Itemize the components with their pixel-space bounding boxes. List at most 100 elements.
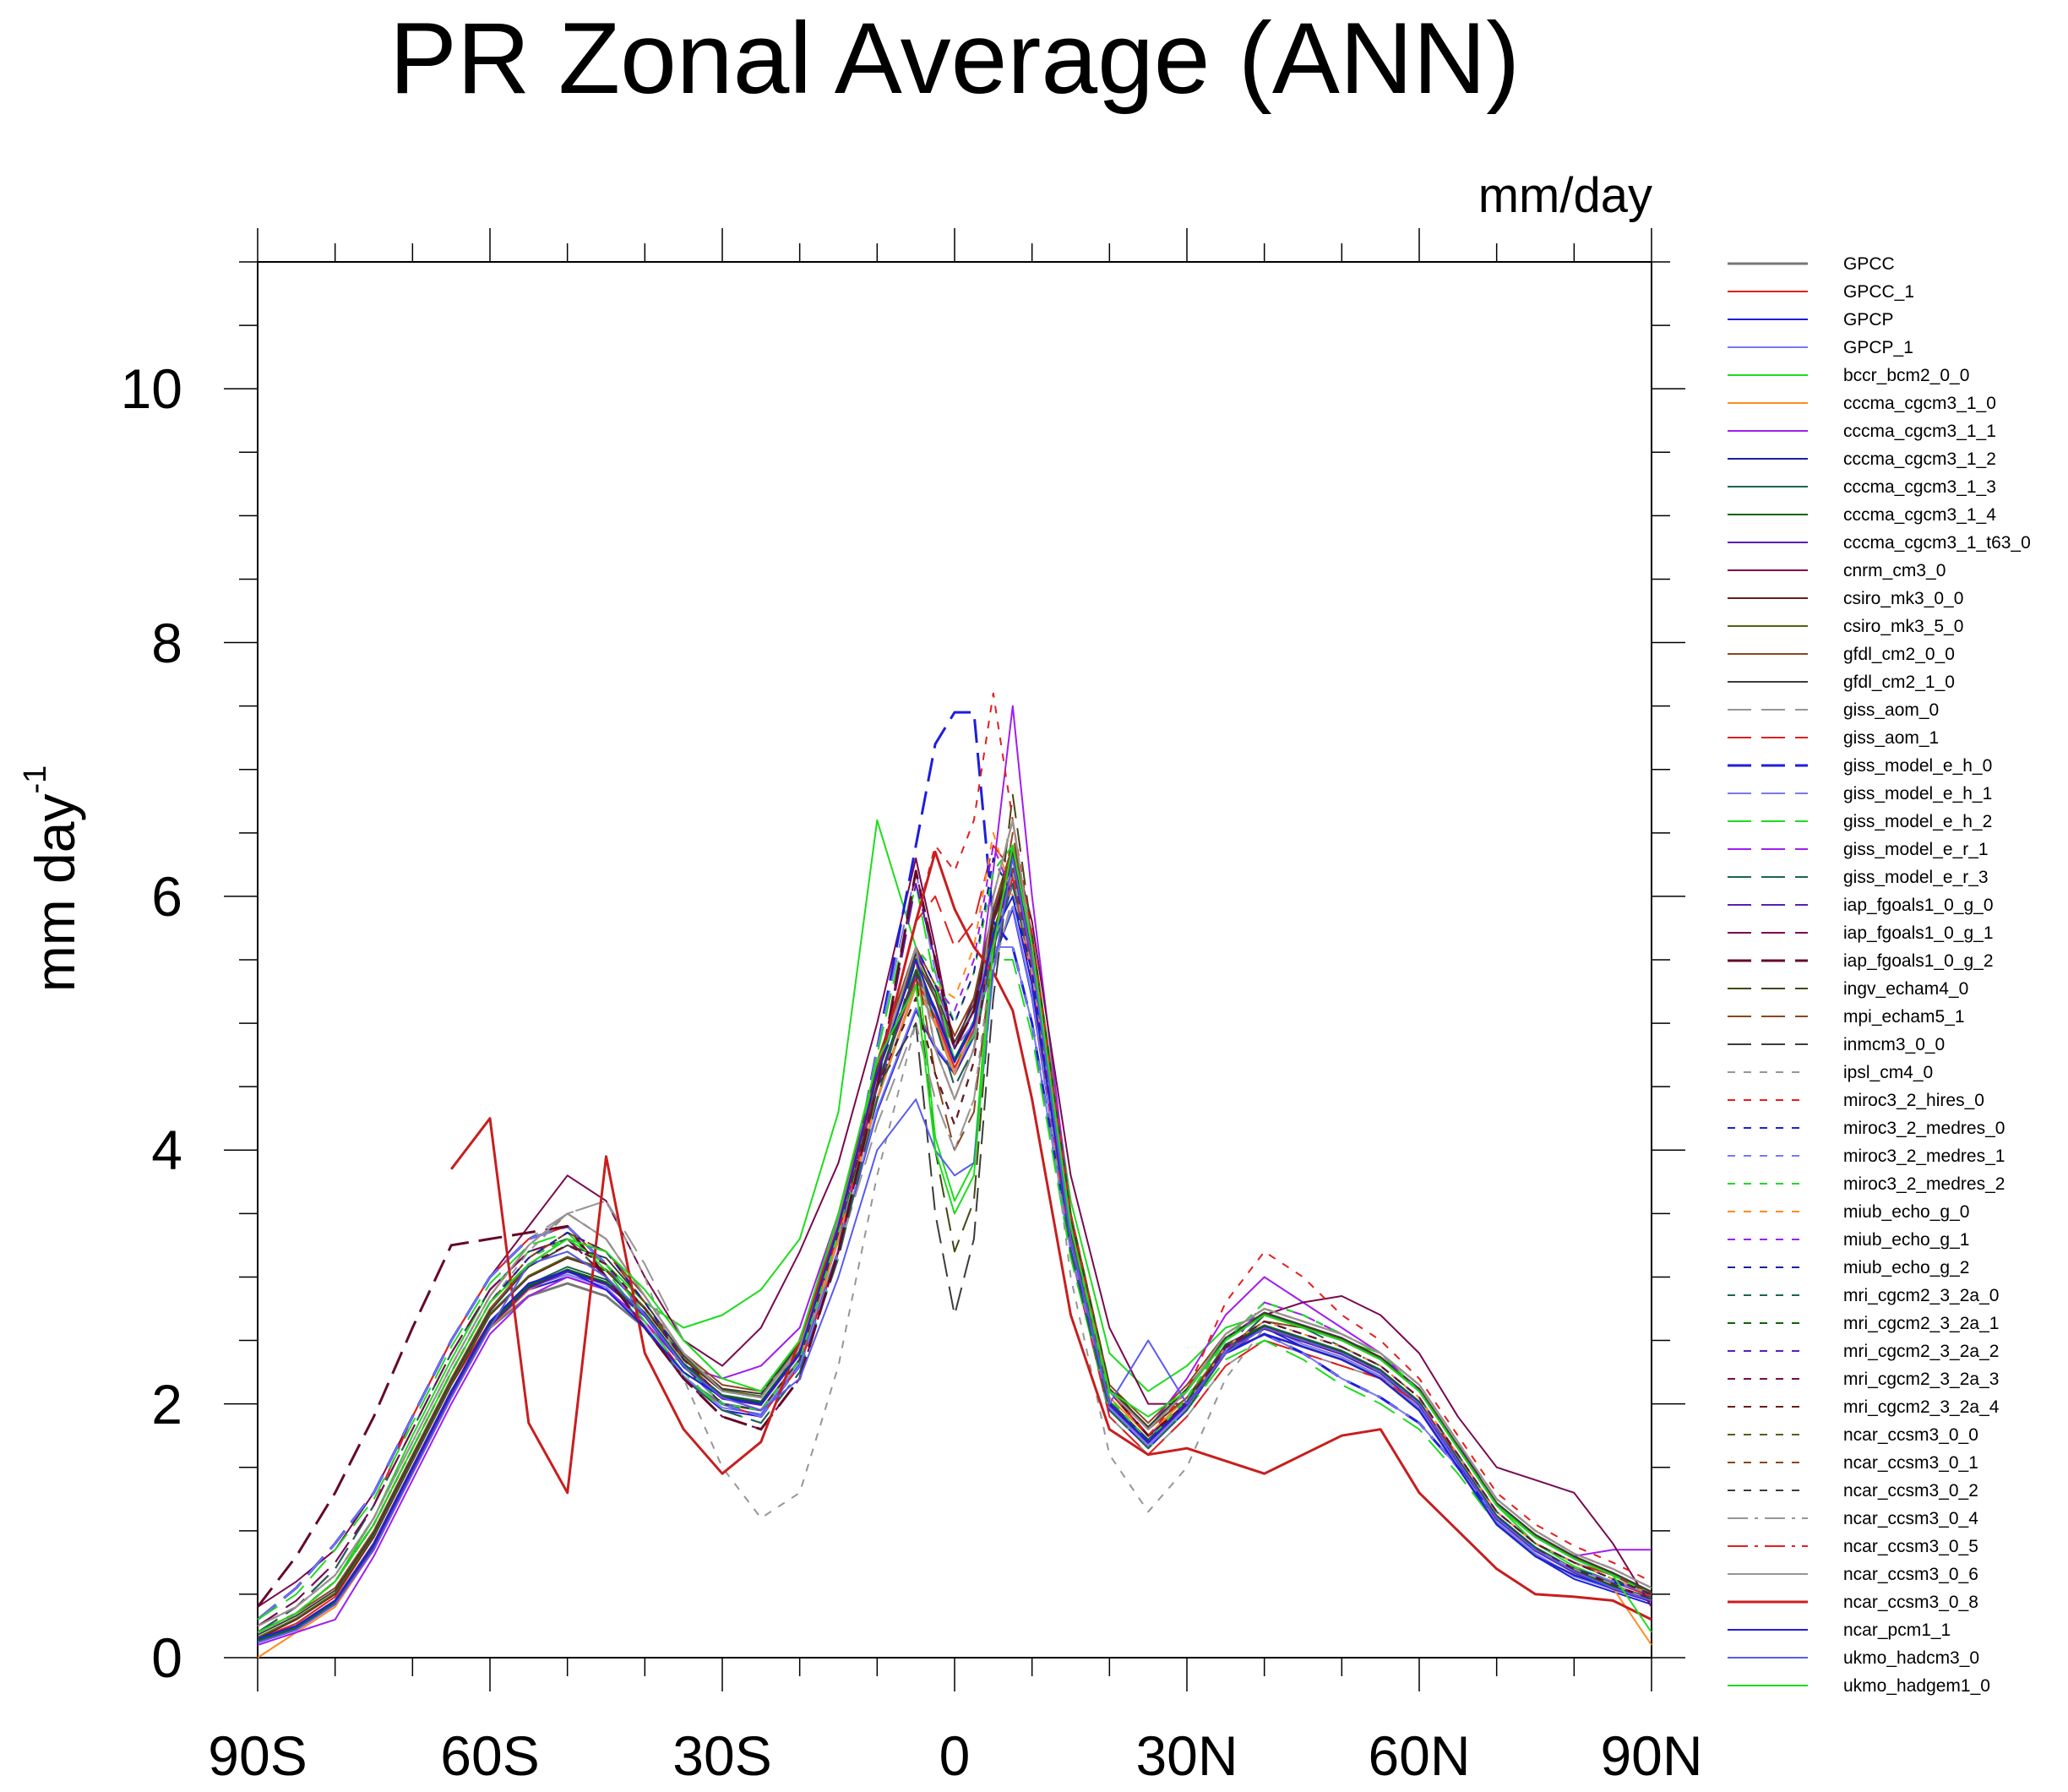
- legend-label: miub_echo_g_1: [1843, 1230, 1969, 1250]
- legend: GPCC GPCC_1 GPCP GPCP_1 bccr_bcm2_0_0 cccma_c…: [1728, 254, 2031, 1696]
- legend-label: GPCC: [1843, 254, 1895, 274]
- chart-title: PR Zonal Average (ANN): [389, 2, 1521, 115]
- legend-label: ncar_ccsm3_0_5: [1843, 1537, 1978, 1556]
- y-tick-label: 4: [151, 1119, 182, 1182]
- series-line-cccma_cgcm3_1_3: [257, 867, 1652, 1641]
- legend-label: csiro_mk3_0_0: [1843, 589, 1963, 608]
- legend-label: cnrm_cm3_0: [1843, 561, 1946, 580]
- legend-label: csiro_mk3_5_0: [1843, 617, 1963, 636]
- series-line-ncar_ccsm3_0_2: [257, 819, 1652, 1627]
- x-tick-label: 0: [939, 1724, 971, 1787]
- legend-label: iap_fgoals1_0_g_0: [1843, 896, 1994, 915]
- legend-label: miroc3_2_medres_1: [1843, 1147, 2005, 1166]
- legend-label: gfdl_cm2_1_0: [1843, 673, 1955, 692]
- legend-label: giss_aom_0: [1843, 700, 1939, 720]
- legend-label: gfdl_cm2_0_0: [1843, 645, 1955, 664]
- legend-label: ncar_ccsm3_0_4: [1843, 1509, 1978, 1528]
- legend-label: ingv_echam4_0: [1843, 979, 1968, 999]
- series-line-ncar_ccsm3_0_6: [257, 819, 1652, 1627]
- series-line-cccma_cgcm3_1_2: [257, 869, 1652, 1643]
- legend-label: ncar_pcm1_1: [1843, 1620, 1951, 1640]
- legend-label: giss_model_e_r_3: [1843, 868, 1989, 887]
- legend-label: mpi_echam5_1: [1843, 1007, 1965, 1027]
- x-tick-label: 60N: [1368, 1724, 1471, 1787]
- series-line-ncar_ccsm3_0_8: [450, 850, 1652, 1621]
- legend-label: GPCC_1: [1843, 282, 1914, 302]
- series-line-ncar_ccsm3_0_4: [257, 819, 1652, 1627]
- series-line-giss_model_e_h_1: [257, 869, 1652, 1620]
- series-line-cccma_cgcm3_1_0: [257, 869, 1652, 1659]
- units-label: mm/day: [1478, 168, 1652, 223]
- legend-label: ukmo_hadcm3_0: [1843, 1648, 1979, 1668]
- series-line-ukmo_hadgem1_0: [257, 844, 1652, 1633]
- y-tick-label: 6: [151, 864, 182, 928]
- legend-label: giss_model_e_h_2: [1843, 812, 1992, 831]
- x-tick-label: 60S: [440, 1724, 540, 1787]
- y-tick-label: 0: [151, 1626, 182, 1689]
- series-line-mpi_echam5_1: [257, 831, 1652, 1633]
- legend-label: cccma_cgcm3_1_3: [1843, 477, 1996, 497]
- series-line-giss_aom_0: [257, 895, 1652, 1633]
- y-tick-label: 10: [120, 357, 182, 421]
- legend-label: ncar_ccsm3_0_2: [1843, 1481, 1978, 1501]
- series-line-ncar_ccsm3_0_5: [257, 819, 1652, 1627]
- legend-label: GPCP_1: [1843, 338, 1913, 357]
- plot-frame: [224, 228, 1685, 1691]
- legend-label: ukmo_hadgem1_0: [1843, 1676, 1990, 1696]
- legend-label: inmcm3_0_0: [1843, 1035, 1945, 1054]
- series-line-cnrm_cm3_0: [257, 844, 1652, 1608]
- y-tick-label: 2: [151, 1372, 182, 1435]
- legend-label: ipsl_cm4_0: [1843, 1063, 1933, 1082]
- legend-label: cccma_cgcm3_1_4: [1843, 505, 1996, 525]
- legend-label: mri_cgcm2_3_2a_2: [1843, 1342, 1999, 1361]
- legend-label: mri_cgcm2_3_2a_3: [1843, 1370, 1999, 1389]
- series-line-miub_echo_g_0: [257, 831, 1652, 1633]
- series-line-bccr_bcm2_0_0: [257, 819, 1652, 1633]
- legend-label: giss_model_e_h_1: [1843, 784, 1992, 803]
- series-line-GPCP_1: [257, 905, 1652, 1642]
- legend-label: ncar_ccsm3_0_0: [1843, 1425, 1978, 1445]
- series-line-ncar_pcm1_1: [257, 895, 1652, 1640]
- x-tick-label: 90S: [208, 1724, 307, 1787]
- legend-label: mri_cgcm2_3_2a_0: [1843, 1286, 1999, 1305]
- series-line-giss_model_e_h_0: [257, 711, 1652, 1621]
- legend-label: giss_model_e_r_1: [1843, 840, 1989, 859]
- legend-label: cccma_cgcm3_1_2: [1843, 449, 1996, 469]
- y-tick-label: 8: [151, 611, 182, 674]
- legend-label: giss_model_e_h_0: [1843, 756, 1992, 776]
- series-line-ncar_ccsm3_0_1: [257, 819, 1652, 1627]
- legend-label: mri_cgcm2_3_2a_1: [1843, 1314, 1999, 1333]
- series-line-giss_model_e_r_1: [257, 882, 1652, 1633]
- series-line-GPCC_1: [257, 876, 1652, 1640]
- series-line-GPCP: [257, 907, 1652, 1643]
- legend-label: iap_fgoals1_0_g_1: [1843, 923, 1994, 943]
- series-lines: [256, 692, 1652, 1659]
- legend-label: miroc3_2_medres_0: [1843, 1119, 2005, 1138]
- series-line-miroc3_2_hires_0: [257, 692, 1652, 1633]
- legend-label: ncar_ccsm3_0_8: [1843, 1593, 1978, 1612]
- legend-label: miub_echo_g_2: [1843, 1258, 1969, 1277]
- legend-label: giss_aom_1: [1843, 728, 1939, 748]
- series-line-giss_model_e_r_3: [257, 882, 1652, 1633]
- legend-label: cccma_cgcm3_1_t63_0: [1843, 533, 2031, 553]
- legend-label: mri_cgcm2_3_2a_4: [1843, 1397, 2000, 1417]
- series-line-cccma_cgcm3_1_4: [257, 869, 1652, 1642]
- x-tick-label: 30N: [1135, 1724, 1238, 1787]
- series-line-ncar_ccsm3_0_0: [257, 819, 1652, 1627]
- series-line-miroc3_2_medres_2: [257, 844, 1652, 1633]
- legend-label: miroc3_2_hires_0: [1843, 1091, 1984, 1110]
- series-line-ukmo_hadcm3_0: [257, 857, 1652, 1643]
- legend-label: cccma_cgcm3_1_1: [1843, 422, 1996, 441]
- legend-label: miub_echo_g_0: [1843, 1202, 1969, 1222]
- legend-label: ncar_ccsm3_0_6: [1843, 1565, 1978, 1584]
- series-line-iap_fgoals1_0_g_2: [256, 857, 1652, 1608]
- x-tick-label: 90N: [1600, 1724, 1703, 1787]
- legend-label: iap_fgoals1_0_g_2: [1843, 951, 1994, 971]
- legend-label: ncar_ccsm3_0_1: [1843, 1453, 1978, 1473]
- legend-label: GPCP: [1843, 310, 1894, 330]
- legend-label: bccr_bcm2_0_0: [1843, 366, 1969, 385]
- legend-label: cccma_cgcm3_1_0: [1843, 394, 1996, 413]
- series-line-cccma_cgcm3_1_t63_0: [257, 871, 1652, 1643]
- legend-label: miroc3_2_medres_2: [1843, 1174, 2005, 1194]
